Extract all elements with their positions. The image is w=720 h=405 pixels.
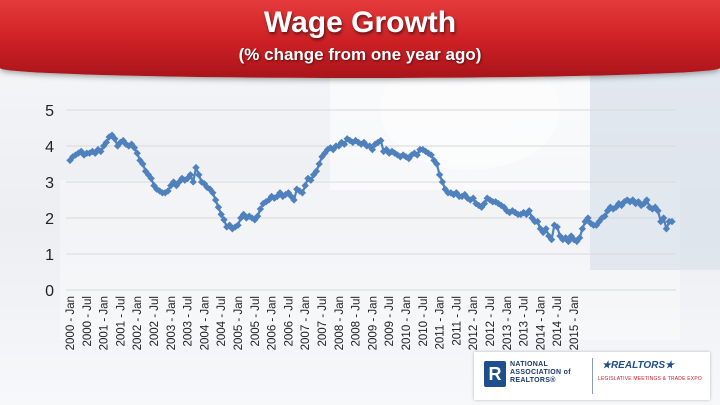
capitol-dome-ellipse (380, 70, 560, 170)
data-point (553, 223, 561, 231)
x-tick-label: 2001 - Jan (99, 296, 111, 350)
data-point (668, 217, 676, 226)
x-tick-label: 2011 - Jul (451, 296, 463, 346)
x-tick-label: 2010 - Jan (401, 296, 413, 350)
data-point (211, 196, 220, 204)
sponsor-logos: R NATIONAL ASSOCIATION of REALTORS® ★REA… (474, 352, 710, 400)
legislative-meetings-label: LEGISLATIVE MEETINGS & TRADE EXPO (598, 376, 702, 382)
x-tick-label: 2014 - Jul (552, 296, 564, 347)
y-tick-label: 4 (45, 139, 54, 156)
x-tick-label: 2004 - Jul (216, 296, 228, 347)
x-tick-label: 2006 - Jan (267, 296, 279, 350)
data-point (413, 151, 421, 159)
x-tick-label: 2000 - Jul (82, 296, 94, 347)
data-point (643, 196, 651, 204)
data-point (662, 225, 671, 233)
y-tick-label: 2 (45, 211, 54, 228)
x-tick-label: 2008 - Jul (351, 296, 363, 347)
data-point (102, 138, 111, 147)
x-tick-label: 2010 - Jul (418, 296, 430, 347)
x-tick-label: 2011 - Jan (435, 296, 447, 350)
data-point (301, 181, 309, 190)
data-point (427, 151, 435, 159)
data-point (480, 199, 489, 208)
data-point (525, 207, 533, 215)
data-point (654, 207, 662, 215)
data-point (220, 216, 228, 224)
x-tick-label: 2002 - Jul (149, 296, 161, 347)
x-tick-label: 2005 - Jul (250, 296, 262, 347)
data-point (435, 171, 444, 179)
y-tick-label: 1 (45, 247, 54, 264)
data-point (253, 212, 262, 220)
x-tick-label: 2009 - Jan (367, 296, 379, 350)
capitol-dome-shape (330, 70, 590, 190)
title-banner: Wage Growth (% change from one year ago) (0, 0, 720, 78)
x-tick-label: 2013 - Jul (519, 296, 531, 347)
x-tick-label: 2003 - Jul (183, 296, 195, 347)
data-point (533, 217, 542, 226)
x-tick-label: 2007 - Jan (300, 296, 312, 350)
x-tick-label: 2009 - Jul (384, 296, 396, 347)
x-tick-label: 2015 - Jan (569, 296, 581, 350)
data-point (542, 225, 550, 233)
data-point (438, 178, 447, 186)
data-point (217, 210, 225, 219)
data-point (189, 178, 197, 186)
x-axis: 2000 - Jan 2000 - Jul 2001 - Jan 2001 - Jul… (65, 296, 581, 350)
capitol-backdrop (60, 70, 720, 340)
x-tick-label: 2007 - Jul (317, 296, 329, 347)
chart-subtitle: (% change from one year ago) (238, 45, 482, 64)
logo-divider (592, 358, 593, 394)
y-tick-label: 3 (45, 175, 54, 192)
data-point (578, 225, 587, 233)
y-tick-label: 5 (45, 103, 54, 120)
x-tick-label: 2000 - Jan (65, 296, 77, 350)
data-point (192, 163, 200, 172)
y-tick-label: 0 (45, 283, 54, 300)
nar-r-logo: R (484, 361, 506, 387)
x-tick-label: 2001 - Jul (115, 296, 127, 347)
data-point (290, 196, 298, 204)
data-point (659, 214, 668, 222)
data-point (195, 171, 203, 179)
capitol-colonnade (60, 180, 680, 340)
realtors-wordmark: ★REALTORS★ (602, 360, 675, 371)
x-tick-label: 2012 - Jul (485, 296, 497, 347)
gridlines (66, 109, 676, 291)
data-point (133, 149, 141, 157)
x-tick-label: 2003 - Jan (166, 296, 178, 350)
data-point (547, 235, 556, 244)
y-axis: 0 1 2 3 4 5 (45, 103, 54, 300)
data-point (164, 187, 172, 195)
data-point (147, 174, 155, 183)
x-tick-label: 2002 - Jan (132, 296, 144, 350)
series-wage-growth (66, 131, 676, 246)
data-point (575, 234, 584, 242)
x-tick-label: 2005 - Jan (233, 296, 245, 350)
data-point (315, 160, 323, 168)
x-tick-label: 2014 - Jan (535, 296, 547, 350)
x-tick-label: 2008 - Jan (334, 296, 346, 350)
data-point (298, 189, 307, 197)
sky-patch (590, 70, 720, 270)
data-point (368, 145, 377, 154)
data-point (139, 160, 147, 168)
data-point (209, 189, 217, 197)
data-point (214, 203, 223, 211)
x-tick-label: 2013 - Jan (502, 296, 514, 350)
x-tick-label: 2006 - Jul (283, 296, 295, 347)
data-point (584, 214, 592, 222)
data-point (564, 237, 573, 246)
x-tick-label: 2012 - Jan (468, 296, 480, 350)
nar-wordmark: NATIONAL ASSOCIATION of REALTORS® (510, 361, 571, 384)
data-point (256, 205, 265, 213)
chart-title: Wage Growth (263, 6, 457, 39)
x-tick-label: 2004 - Jan (199, 296, 211, 350)
